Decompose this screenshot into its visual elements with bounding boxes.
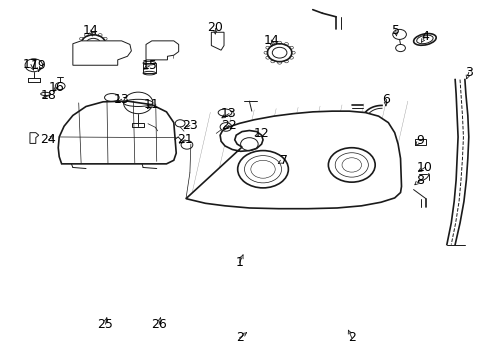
Text: 14: 14 bbox=[263, 33, 279, 47]
Text: 8: 8 bbox=[415, 174, 423, 186]
Polygon shape bbox=[211, 32, 224, 50]
Bar bbox=[143, 63, 156, 73]
Text: 19: 19 bbox=[31, 59, 46, 72]
Text: 12: 12 bbox=[253, 127, 269, 140]
Text: 16: 16 bbox=[49, 81, 64, 94]
Text: 5: 5 bbox=[391, 24, 399, 37]
Text: 26: 26 bbox=[151, 318, 167, 331]
Text: 13: 13 bbox=[114, 93, 129, 106]
Text: 2: 2 bbox=[347, 331, 355, 344]
Text: 23: 23 bbox=[182, 119, 197, 132]
Text: 11: 11 bbox=[143, 98, 160, 111]
Text: 7: 7 bbox=[279, 154, 287, 167]
Polygon shape bbox=[185, 111, 401, 209]
Text: 25: 25 bbox=[98, 318, 113, 331]
Text: 9: 9 bbox=[415, 134, 423, 147]
Text: 4: 4 bbox=[420, 30, 428, 43]
Text: 14: 14 bbox=[83, 24, 99, 37]
Text: 22: 22 bbox=[221, 119, 236, 132]
Text: 18: 18 bbox=[41, 89, 56, 102]
Polygon shape bbox=[146, 41, 178, 60]
Text: 15: 15 bbox=[141, 59, 157, 72]
Text: 13: 13 bbox=[221, 107, 236, 120]
Text: 6: 6 bbox=[381, 93, 389, 106]
Bar bbox=[414, 139, 425, 145]
Text: 10: 10 bbox=[416, 161, 432, 174]
Text: 2: 2 bbox=[235, 331, 243, 344]
Text: 3: 3 bbox=[464, 66, 472, 79]
Text: 24: 24 bbox=[41, 133, 56, 146]
Polygon shape bbox=[73, 41, 131, 65]
Bar bbox=[132, 123, 144, 127]
Text: 21: 21 bbox=[177, 133, 192, 146]
Text: 17: 17 bbox=[23, 58, 39, 71]
Text: 1: 1 bbox=[235, 256, 243, 269]
Text: 20: 20 bbox=[207, 21, 223, 34]
